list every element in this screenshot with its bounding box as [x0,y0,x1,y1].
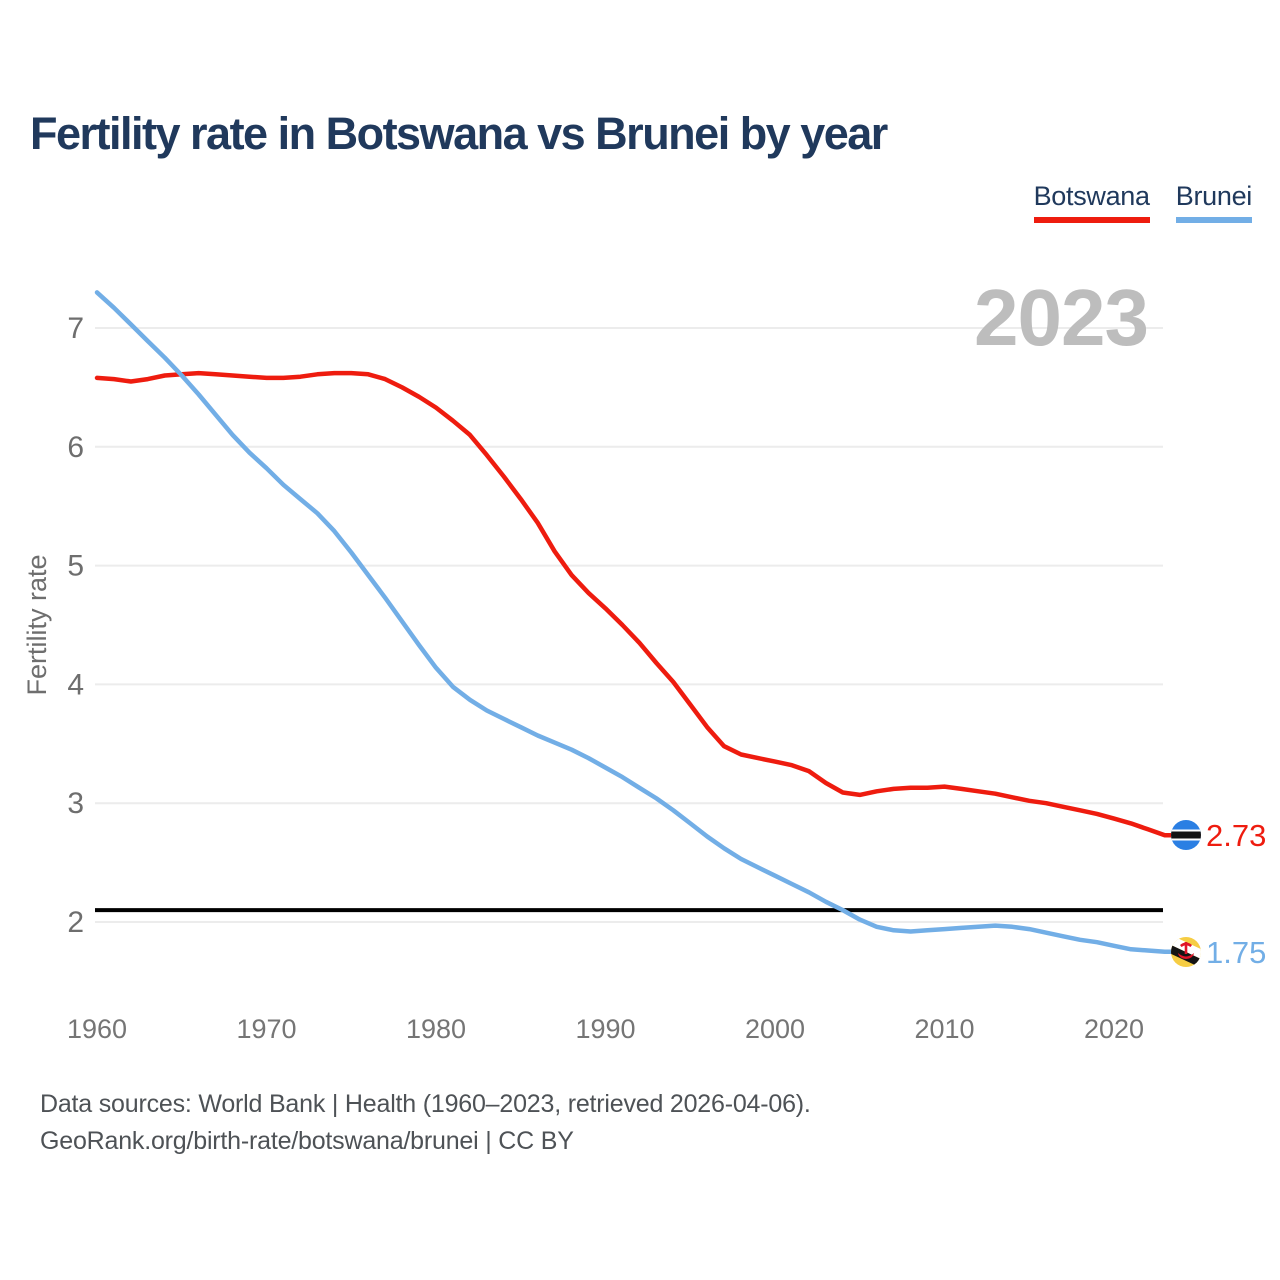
x-tick-label-1990: 1990 [575,1014,635,1044]
series-line-brunei [94,290,1177,954]
brunei-flag-icon [1171,937,1201,967]
y-tick-label-5: 5 [67,550,84,583]
y-tick-label-6: 6 [67,431,84,464]
botswana-flag-icon [1171,820,1201,850]
brunei-end-value: 1.75 [1206,935,1266,970]
series-lines [94,290,1177,954]
legend: Botswana Brunei [1033,181,1252,223]
footer-attribution-line: GeoRank.org/birth-rate/botswana/brunei |… [40,1127,574,1155]
x-tick-label-1960: 1960 [67,1014,127,1044]
y-tick-label-7: 7 [67,312,84,345]
y-tick-label-3: 3 [67,787,84,820]
x-tick-label-1970: 1970 [236,1014,296,1044]
watermark-year: 2023 [974,273,1148,362]
x-tick-label-2000: 2000 [745,1014,805,1044]
legend-item-brunei[interactable]: Brunei [1175,181,1252,223]
footer-source-line: Data sources: World Bank | Health (1960–… [40,1090,811,1118]
axis-tick-labels: 2 3 4 5 6 7 1960 1970 1980 1990 2000 2010 2020 [67,312,1144,1044]
x-tick-label-2020: 2020 [1084,1014,1144,1044]
x-tick-label-1980: 1980 [406,1014,466,1044]
botswana-end-value: 2.73 [1206,818,1266,853]
x-tick-label-2010: 2010 [914,1014,974,1044]
legend-item-botswana[interactable]: Botswana [1033,181,1150,223]
y-axis-label: Fertility rate [22,554,52,695]
y-tick-label-2: 2 [67,906,84,939]
series-line-botswana [94,370,1177,838]
y-tick-label-4: 4 [67,668,84,701]
footer: Data sources: World Bank | Health (1960–… [40,1086,811,1160]
gridlines [95,327,1163,923]
page-title: Fertility rate in Botswana vs Brunei by … [30,108,888,159]
